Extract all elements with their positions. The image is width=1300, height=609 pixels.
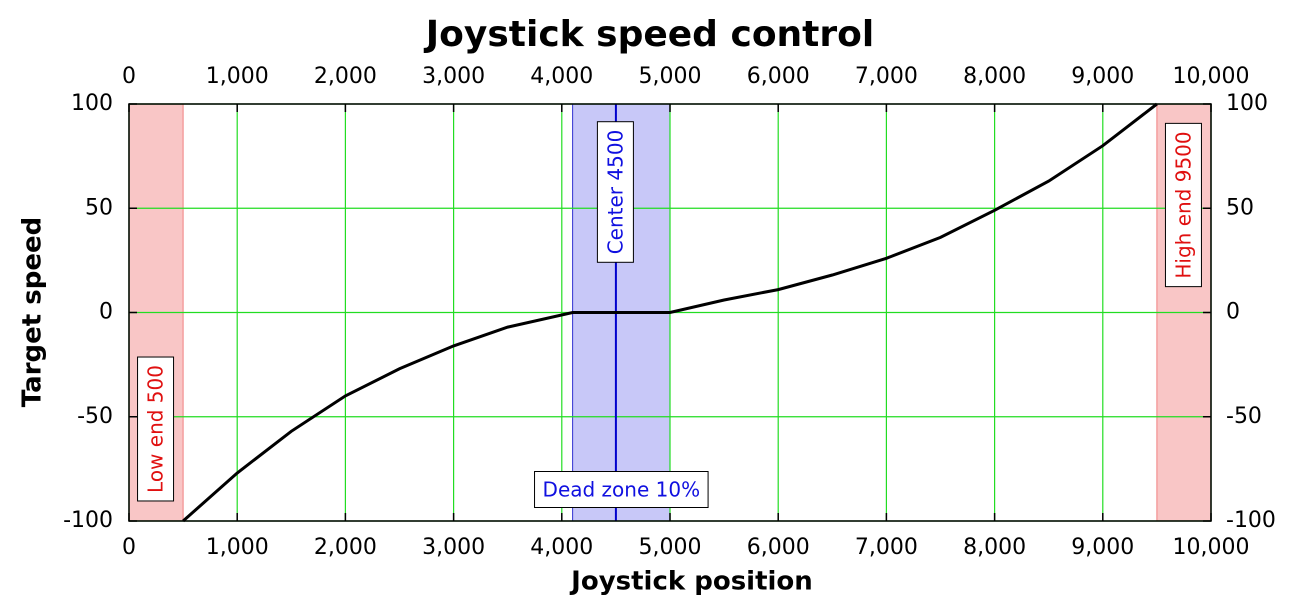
- x-tick-label-top: 3,000: [422, 64, 485, 89]
- region-label-box: [137, 356, 175, 502]
- x-tick-label-top: 7,000: [855, 64, 918, 89]
- center-label-text: Center 4500: [603, 130, 627, 255]
- curve: [182, 102, 1158, 523]
- x-tick-label-top: 1,000: [206, 64, 269, 89]
- x-tick-label-top: 10,000: [1173, 64, 1250, 89]
- region-label-text: High end 9500: [1171, 131, 1195, 278]
- center-label-box: [596, 121, 634, 263]
- x-tick-label-top: 0: [122, 64, 136, 89]
- x-tick-label: 3,000: [422, 535, 485, 560]
- x-tick-label: 5,000: [639, 535, 702, 560]
- y-tick-label-right: -100: [1226, 508, 1276, 533]
- x-tick-label-top: 9,000: [1071, 64, 1134, 89]
- x-axis-label: Joystick position: [569, 567, 813, 597]
- y-axis-label: Target speed: [18, 217, 48, 407]
- region-label: Low end 500: [137, 356, 175, 502]
- x-tick-label: 10,000: [1173, 535, 1250, 560]
- region-label-box: [1164, 122, 1202, 288]
- x-tick-label: 6,000: [747, 535, 810, 560]
- y-tick-label-right: 50: [1226, 195, 1254, 220]
- x-tick-label-top: 4,000: [530, 64, 593, 89]
- y-tick-label: -100: [63, 508, 113, 533]
- region-label: Dead zone 10%: [534, 471, 709, 508]
- y-tick-label-right: -50: [1226, 404, 1262, 429]
- x-tick-label: 7,000: [855, 535, 918, 560]
- y-tick-label-right: 0: [1226, 300, 1240, 325]
- y-tick-label: 50: [85, 195, 113, 220]
- x-tick-label-top: 5,000: [639, 64, 702, 89]
- x-tick-label: 2,000: [314, 535, 377, 560]
- region-label-text: Dead zone 10%: [543, 478, 701, 502]
- y-tick-label: -50: [77, 404, 113, 429]
- x-tick-label-top: 6,000: [747, 64, 810, 89]
- x-tick-label: 9,000: [1071, 535, 1134, 560]
- region-label-text: Low end 500: [144, 365, 168, 493]
- y-tick-label: 100: [71, 91, 113, 116]
- x-tick-label: 0: [122, 535, 136, 560]
- x-tick-label: 1,000: [206, 535, 269, 560]
- region-label-box: [534, 471, 709, 508]
- center-label: Center 4500: [596, 121, 634, 263]
- chart-title: Joystick speed control: [423, 14, 874, 55]
- y-tick-label-right: 100: [1226, 91, 1268, 116]
- x-tick-label: 4,000: [530, 535, 593, 560]
- x-tick-label: 8,000: [963, 535, 1026, 560]
- region-label: High end 9500: [1164, 122, 1202, 288]
- x-tick-label-top: 2,000: [314, 64, 377, 89]
- y-tick-label: 0: [99, 300, 113, 325]
- x-tick-label-top: 8,000: [963, 64, 1026, 89]
